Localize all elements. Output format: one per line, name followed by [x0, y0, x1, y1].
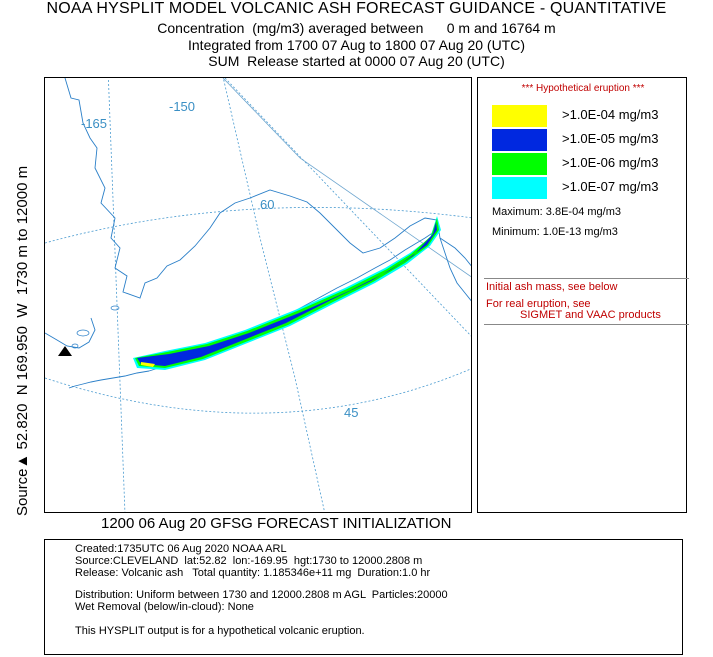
aleutian-chain-coast — [68, 370, 150, 389]
plume-yellow — [141, 362, 155, 367]
meridian-solid-line — [222, 78, 471, 278]
map-canvas[interactable] — [45, 78, 472, 513]
plume-green — [135, 218, 439, 368]
run-info-box: Created:1735UTC 06 Aug 2020 NOAA ARL Sou… — [44, 539, 683, 655]
legend-divider — [484, 324, 689, 325]
legend-label-1e-06: >1.0E-06 mg/m3 — [562, 155, 659, 170]
legend-swatch-cyan — [492, 177, 547, 199]
island — [76, 329, 90, 337]
initial-ash-mass-note: Initial ash mass, see below — [486, 281, 618, 293]
islands — [71, 305, 120, 349]
source-line: Source:CLEVELAND lat:52.82 lon:-169.95 h… — [75, 555, 423, 567]
parallel-label-60: 60 — [260, 197, 275, 212]
meridian-label-150: -150 — [169, 99, 196, 114]
legend-label-1e-04: >1.0E-04 mg/m3 — [562, 107, 659, 122]
real-eruption-note: For real eruption, see — [486, 298, 591, 310]
western-bay-coast — [45, 317, 96, 349]
integration-period: Integrated from 1700 07 Aug to 1800 07 A… — [188, 37, 525, 53]
minimum-value: Minimum: 1.0E-13 mg/m3 — [492, 226, 618, 238]
release-line: Release: Volcanic ash Total quantity: 1.… — [75, 567, 431, 579]
source-triangle-icon: ▲ — [14, 453, 31, 469]
legend-label-1e-05: >1.0E-05 mg/m3 — [562, 131, 659, 146]
legend-swatch-green — [492, 153, 547, 175]
legend-panel: *** Hypothetical eruption *** >1.0E-04 m… — [477, 77, 689, 513]
ash-plume — [133, 216, 441, 370]
island — [71, 343, 79, 349]
parallel-line — [45, 207, 471, 244]
source-volcano-marker[interactable] — [58, 346, 72, 356]
wet-removal-line: Wet Removal (below/in-cloud): None — [75, 601, 254, 613]
legend-swatch-blue — [492, 129, 547, 151]
source-prefix: Source — [14, 468, 31, 516]
plume-cyan — [133, 216, 441, 370]
map-panel[interactable]: -165 -150 60 45 — [44, 77, 472, 513]
maximum-value: Maximum: 3.8E-04 mg/m3 — [492, 206, 621, 218]
legend-divider — [484, 278, 689, 279]
source-location-label: Source▲ 52.820 N 169.950 W 1730 m to 120… — [14, 166, 31, 516]
legend-label-1e-07: >1.0E-07 mg/m3 — [562, 179, 659, 194]
forecast-initialization: 1200 06 Aug 20 GFSG FORECAST INITIALIZAT… — [101, 515, 452, 532]
release-start: SUM Release started at 0000 07 Aug 20 (U… — [208, 53, 505, 69]
alaska-mainland-coast — [64, 78, 471, 299]
meridian-label-165: -165 — [81, 116, 108, 131]
hypothetical-eruption-note: *** Hypothetical eruption *** — [521, 83, 645, 94]
graticule — [45, 78, 471, 512]
source-coordinates: 52.820 N 169.950 W 1730 m to 12000 m — [14, 165, 31, 454]
panhandle-coast — [439, 237, 471, 302]
meridian-line — [107, 78, 126, 512]
product-title: NOAA HYSPLIT MODEL VOLCANIC ASH FORECAST… — [46, 0, 667, 17]
created-line: Created:1735UTC 06 Aug 2020 NOAA ARL — [75, 543, 287, 555]
distribution-line: Distribution: Uniform between 1730 and 1… — [75, 589, 448, 601]
concentration-description: Concentration (mg/m3) averaged between 0… — [157, 20, 556, 36]
sigmet-vaac-note: SIGMET and VAAC products — [520, 309, 661, 321]
meridian-line — [222, 78, 325, 512]
legend-swatch-yellow — [492, 105, 547, 127]
island — [110, 305, 120, 311]
disclaimer-line: This HYSPLIT output is for a hypothetica… — [75, 625, 365, 637]
parallel-label-45: 45 — [344, 405, 359, 420]
parallel-line — [45, 368, 471, 414]
